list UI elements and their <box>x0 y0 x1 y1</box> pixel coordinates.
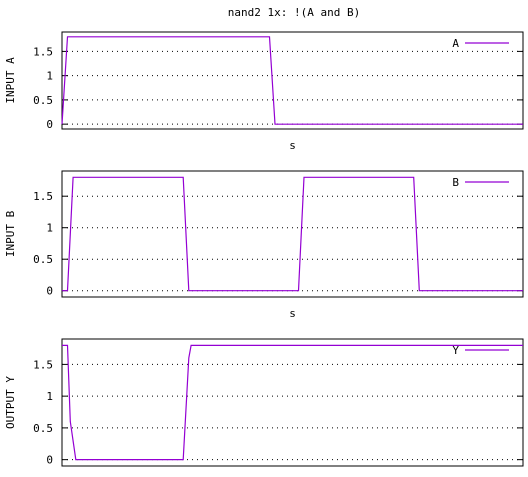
y-tick-label: 0 <box>46 285 53 298</box>
plot-frame <box>61 338 524 467</box>
x-axis-label: s <box>289 307 296 320</box>
y-tick-label: 1 <box>46 70 53 83</box>
series-line-y <box>62 344 523 461</box>
y-tick-label: 1 <box>46 222 53 235</box>
y-tick-label: 0 <box>46 454 53 467</box>
y-tick-label: 1.5 <box>33 358 53 371</box>
y-tick-label: 1.5 <box>33 190 53 203</box>
x-axis-label: s <box>289 139 296 152</box>
y-tick-label: 1 <box>46 390 53 403</box>
y-tick-label: 0 <box>46 118 53 131</box>
legend-label: A <box>452 37 459 50</box>
plot-panel-1: 0 0.5 1 1.5 INPUT A s A <box>4 31 524 152</box>
y-tick-label: 0.5 <box>33 422 53 435</box>
legend-label: B <box>452 176 459 189</box>
series-line-a <box>61 36 523 125</box>
y-axis-label: INPUT A <box>4 57 17 104</box>
plot-panel-2: 0 0.5 1 1.5 INPUT B s B <box>4 170 524 320</box>
y-axis-label: INPUT B <box>4 210 17 257</box>
y-tick-label: 0.5 <box>33 94 53 107</box>
plot-panel-3: 0 0.5 1 1.5 OUTPUT Y Y <box>4 338 524 467</box>
y-axis-label: OUTPUT Y <box>4 376 17 429</box>
plot-frame <box>61 31 524 130</box>
legend-label: Y <box>452 344 459 357</box>
y-tick-label: 1.5 <box>33 45 53 58</box>
y-tick-label: 0.5 <box>33 253 53 266</box>
plot-frame <box>61 170 524 298</box>
series-line-b <box>62 176 523 292</box>
figure-title: nand2 1x: !(A and B) <box>228 6 360 19</box>
